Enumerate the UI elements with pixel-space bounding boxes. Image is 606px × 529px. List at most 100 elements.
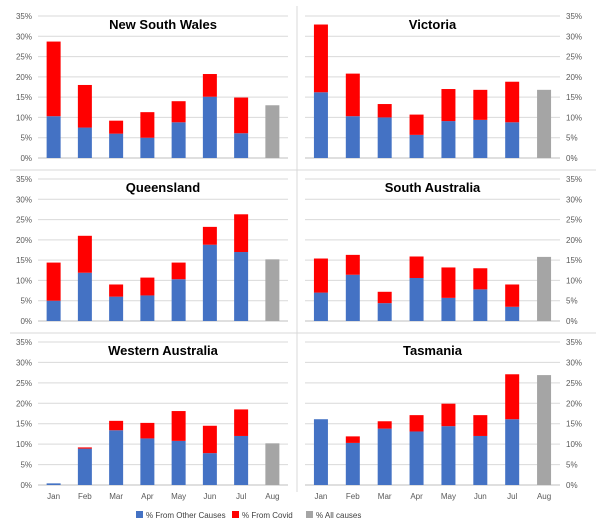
y-tick-label: 30% (16, 195, 32, 204)
bar-covid (345, 436, 360, 443)
bar-other-causes (409, 277, 424, 321)
y-tick-label: 25% (566, 216, 582, 225)
bar-covid (313, 24, 328, 93)
y-tick-label: 10% (566, 276, 582, 285)
y-tick-label: 15% (566, 256, 582, 265)
y-tick-label: 15% (16, 93, 32, 102)
bar-other-causes (234, 435, 249, 485)
bar-other-causes (109, 430, 124, 485)
x-tick-label: Aug (265, 492, 279, 501)
y-tick-label: 35% (16, 12, 32, 21)
y-tick-label: 15% (16, 420, 32, 429)
bar-other-causes (473, 119, 488, 158)
bar-covid (377, 421, 392, 429)
bar-other-causes (505, 122, 520, 158)
y-tick-label: 20% (16, 73, 32, 82)
y-tick-label: 5% (566, 297, 578, 306)
bar-other-causes (77, 127, 92, 158)
x-tick-label: May (171, 492, 186, 501)
bar-covid (46, 262, 61, 301)
y-tick-label: 30% (566, 195, 582, 204)
y-tick-label: 10% (566, 113, 582, 122)
bar-covid (409, 415, 424, 432)
x-tick-label: Apr (410, 492, 423, 501)
y-tick-label: 5% (20, 297, 32, 306)
y-tick-label: 0% (20, 317, 32, 326)
bar-other-causes (473, 289, 488, 321)
bar-covid (202, 74, 217, 97)
bar-covid (234, 409, 249, 436)
y-tick-label: 0% (566, 154, 578, 163)
y-tick-label: 25% (566, 379, 582, 388)
chart-panel: 0% 5% 10% 15% 20% 25% 30% 35% Queensland (16, 175, 288, 326)
bar-other-causes (345, 442, 360, 485)
bar-covid (109, 420, 124, 431)
bar-other-causes (409, 431, 424, 485)
y-tick-label: 5% (566, 461, 578, 470)
bar-covid (77, 447, 92, 449)
bar-other-causes (46, 300, 61, 321)
x-tick-label: Jul (507, 492, 517, 501)
legend-swatch (232, 511, 239, 518)
y-tick-label: 10% (16, 113, 32, 122)
chart-panel: 0% 5% 10% 15% 20% 25% 30% 35% Jan Feb Mar Apr May Jun… (305, 338, 582, 501)
bar-other-causes (505, 419, 520, 485)
bar-other-causes (140, 438, 155, 485)
bar-other-causes (140, 295, 155, 321)
y-tick-label: 35% (16, 338, 32, 347)
y-tick-label: 5% (566, 134, 578, 143)
bar-all-causes (265, 105, 280, 158)
bar-covid (109, 284, 124, 297)
bar-covid (140, 277, 155, 296)
bar-covid (505, 374, 520, 420)
bar-other-causes (202, 244, 217, 321)
y-tick-label: 10% (566, 440, 582, 449)
panel-title: Queensland (126, 180, 200, 195)
chart-panel: 0% 5% 10% 15% 20% 25% 30% 35% New South Wales (16, 12, 288, 163)
bar-other-causes (202, 453, 217, 485)
bar-covid (345, 254, 360, 275)
x-tick-label: May (441, 492, 456, 501)
x-tick-label: Jun (203, 492, 216, 501)
bar-covid (345, 73, 360, 117)
y-tick-label: 25% (16, 379, 32, 388)
bar-covid (473, 415, 488, 436)
bar-other-causes (171, 122, 186, 158)
y-tick-label: 35% (566, 175, 582, 184)
bar-covid (505, 284, 520, 307)
bar-covid (202, 226, 217, 245)
legend-label: % All causes (316, 511, 361, 520)
bar-covid (202, 425, 217, 454)
bar-other-causes (313, 92, 328, 158)
bar-covid (171, 262, 186, 280)
bar-other-causes (473, 435, 488, 485)
y-tick-label: 25% (16, 216, 32, 225)
chart-panel: 0% 5% 10% 15% 20% 25% 30% 35% Jan Feb Mar Apr May Jun… (16, 338, 288, 501)
bar-covid (171, 101, 186, 123)
bar-other-causes (345, 274, 360, 321)
bar-other-causes (441, 297, 456, 321)
bar-other-causes (505, 306, 520, 321)
y-tick-label: 15% (16, 256, 32, 265)
bar-covid (377, 291, 392, 304)
legend-label: % From Covid (242, 511, 293, 520)
y-tick-label: 20% (16, 236, 32, 245)
bar-other-causes (202, 96, 217, 158)
x-tick-label: Mar (378, 492, 392, 501)
x-tick-label: Jan (314, 492, 327, 501)
legend-swatch (306, 511, 313, 518)
bar-covid (77, 84, 92, 128)
panel-title: Victoria (409, 17, 457, 32)
bar-covid (441, 403, 456, 427)
x-tick-label: Jan (47, 492, 60, 501)
bar-other-causes (77, 272, 92, 321)
y-tick-label: 0% (20, 481, 32, 490)
bar-all-causes (537, 375, 552, 485)
chart-panel: 0% 5% 10% 15% 20% 25% 30% 35% Victoria (305, 12, 582, 163)
bar-all-causes (537, 256, 552, 321)
bar-other-causes (313, 292, 328, 321)
bar-other-causes (345, 116, 360, 158)
y-tick-label: 35% (16, 175, 32, 184)
legend-swatch (136, 511, 143, 518)
